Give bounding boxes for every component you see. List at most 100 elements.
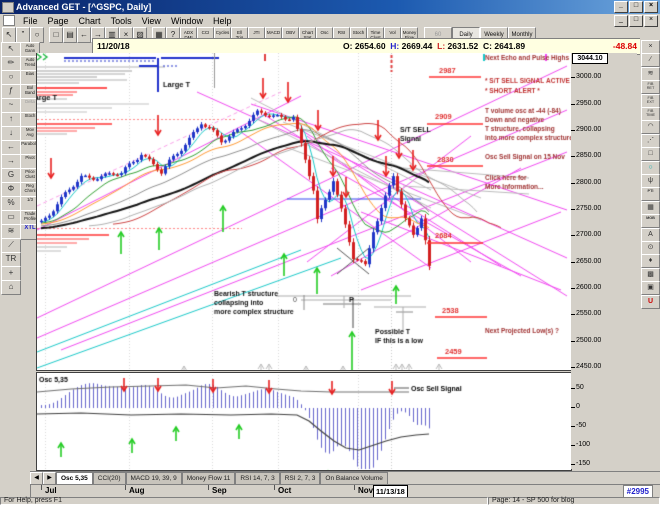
copy-icon[interactable]: ▣ (641, 281, 660, 296)
price-tick-label: 3000.00 (576, 73, 602, 81)
month-label-jul: Jul (45, 486, 57, 495)
tab-money-flow-11[interactable]: Money Flow 11 (181, 472, 236, 485)
right-tool-column: × ∕ ≋ FIB RET FIB EXT FIB TIME ◠ ⋰ □ ○ ψ PTI ▦ MOB A ⊙ ♦ ▩ ▣ U (640, 38, 660, 498)
text-label-icon[interactable]: A (641, 227, 660, 242)
delete-drawing-icon[interactable]: × (641, 40, 660, 54)
menu-file[interactable]: File (23, 15, 38, 26)
ellipse-icon[interactable]: ○ (641, 160, 660, 175)
gann-fan-icon[interactable]: ⋰ (641, 133, 660, 148)
price-axis-top-label: 3044.10 (572, 53, 608, 64)
high-label: H: (390, 41, 400, 51)
rectangle-icon[interactable]: □ (641, 147, 660, 162)
quote-tool-icon[interactable]: ” (16, 27, 30, 43)
tab-cci-20-[interactable]: CCI(20) (92, 472, 126, 485)
menu-bar: File Page Chart Tools View Window Help _ □ × (0, 14, 660, 27)
quote-date: 11/20/18 (97, 41, 130, 51)
menu-help[interactable]: Help (212, 15, 232, 26)
window-maximize-button[interactable]: □ (629, 1, 643, 13)
pitchfork-icon[interactable]: ψ (641, 174, 660, 188)
price-tick-mark (571, 287, 575, 289)
osc-tick-label: -150 (576, 460, 591, 467)
fib-retracement-icon[interactable]: FIB RET (641, 80, 660, 95)
price-axis: 3044.10 3000.00 2950.00 2900.00 2850.00 2800… (571, 53, 637, 370)
price-tick-label: 2600.00 (576, 283, 602, 291)
magnifier-icon[interactable]: ⊙ (641, 241, 660, 255)
price-chart-canvas[interactable] (37, 53, 571, 370)
oscillator-axis: 50 0 -50 -100 -150 (571, 372, 637, 469)
status-bar: For Help, press F1 Page: 14 - SP 500 for… (0, 497, 660, 505)
pencil-icon[interactable]: ∕ (641, 53, 660, 68)
fib-time-icon[interactable]: FIB TIME (641, 107, 660, 121)
select-tool-icon[interactable]: ↖ (1, 42, 21, 57)
close-value: 2641.89 (494, 41, 526, 51)
window-minimize-button[interactable]: _ (614, 1, 628, 13)
lines-tool-icon[interactable]: ≋ (1, 224, 21, 239)
gann-fan-tool-icon[interactable]: ⟋ (1, 238, 21, 253)
child-window-icon[interactable] (3, 15, 15, 26)
box-tool-icon[interactable]: ▭ (1, 210, 21, 225)
tab-osc-5-35[interactable]: Osc 5,35 (56, 472, 93, 485)
price-tick-label: 2800.00 (576, 178, 602, 186)
arrow-right-tool-icon[interactable]: → (1, 154, 21, 169)
colors-icon[interactable]: ♦ (641, 254, 660, 269)
osc-tick-mark (571, 445, 575, 446)
osc-tick-mark (571, 426, 575, 427)
month-tick (41, 485, 42, 490)
child-window-close-button[interactable]: × (644, 14, 658, 27)
menu-window[interactable]: Window (170, 15, 203, 26)
exit-tool-icon[interactable]: ⌂ (1, 280, 21, 295)
new-chart-icon[interactable]: □ (49, 27, 63, 43)
osc-tick-mark (571, 407, 575, 408)
menu-page[interactable]: Page (47, 15, 69, 26)
fib-tool-icon[interactable]: Φ (1, 182, 21, 197)
study-tab-row: ◀ ▶ Osc 5,35 CCI(20) MACD 19, 39, 9 Money Flo… (30, 471, 660, 485)
tab-rsi-2-7-3[interactable]: RSI 2, 7, 3 (279, 472, 321, 485)
mob-icon[interactable]: MOB (641, 214, 660, 229)
menu-view[interactable]: View (141, 15, 161, 26)
back-icon[interactable]: ← (77, 27, 91, 43)
gann-wheel-icon[interactable]: ◠ (641, 120, 660, 135)
child-window-maximize-button[interactable]: □ (629, 14, 643, 27)
quote-ohlc: O: 2654.60 H: 2669.44 L: 2631.52 C: 2641… (343, 41, 525, 51)
percent-tool-icon[interactable]: % (1, 196, 21, 211)
open-label: O: (343, 41, 353, 51)
eraser-tool-icon[interactable]: ✏ (1, 56, 21, 71)
tab-on-balance-volume[interactable]: On Balance Volume (320, 472, 388, 485)
arrow-down-tool-icon[interactable]: ↓ (1, 126, 21, 141)
trendlines-icon[interactable]: ≋ (641, 66, 660, 81)
menu-tools[interactable]: Tools (110, 15, 132, 26)
elliott-tool-icon[interactable]: ~ (1, 98, 21, 113)
study-tool-icon[interactable]: ƒ (1, 84, 21, 99)
zoom-in-tool-icon[interactable]: ○ (1, 70, 21, 85)
osc-tick-label: -50 (576, 422, 587, 429)
cross-tool-icon[interactable]: + (1, 266, 21, 281)
tile-windows-icon[interactable]: ▩ (641, 267, 660, 282)
price-tick-mark (571, 156, 575, 158)
osc-tick-label: 50 (576, 384, 584, 391)
price-tick-mark (571, 129, 575, 131)
menu-items: File Page Chart Tools View Window Help (18, 16, 613, 26)
window-close-button[interactable]: × (644, 1, 658, 13)
trend-ruler-tool-icon[interactable]: TR (1, 252, 21, 267)
grid-icon[interactable]: ▦ (641, 200, 660, 215)
month-label-sep: Sep (212, 486, 227, 495)
open-chart-icon[interactable]: ▤ (63, 27, 77, 43)
arrow-up-tool-icon[interactable]: ↑ (1, 112, 21, 127)
osc-tick-label: 0 (576, 403, 580, 410)
tab-rsi-14-7-3[interactable]: RSI 14, 7, 3 (235, 472, 280, 485)
osc-tick-mark (571, 388, 575, 389)
left-tool-columns: ↖ ✏ ○ ƒ ~ ↑ ↓ ← → G Φ% ▭ ≋ ⟋ TR + ⌂ Auto Gann Auto Trend Bias… (0, 40, 40, 498)
undo-icon[interactable]: U (641, 294, 660, 309)
pti-icon[interactable]: PTI (641, 187, 660, 202)
gann-tool-icon[interactable]: G (1, 168, 21, 183)
oscillator-panel[interactable] (36, 372, 572, 471)
oscillator-canvas[interactable] (37, 373, 571, 470)
price-chart-panel[interactable] (36, 53, 571, 371)
arrow-left-tool-icon[interactable]: ← (1, 140, 21, 155)
menu-chart[interactable]: Chart (78, 15, 101, 26)
month-tick (274, 485, 275, 490)
fib-extension-icon[interactable]: FIB EXT (641, 93, 660, 108)
tab-macd-19-39-9[interactable]: MACD 19, 39, 9 (125, 472, 182, 485)
child-window-minimize-button[interactable]: _ (614, 14, 628, 27)
